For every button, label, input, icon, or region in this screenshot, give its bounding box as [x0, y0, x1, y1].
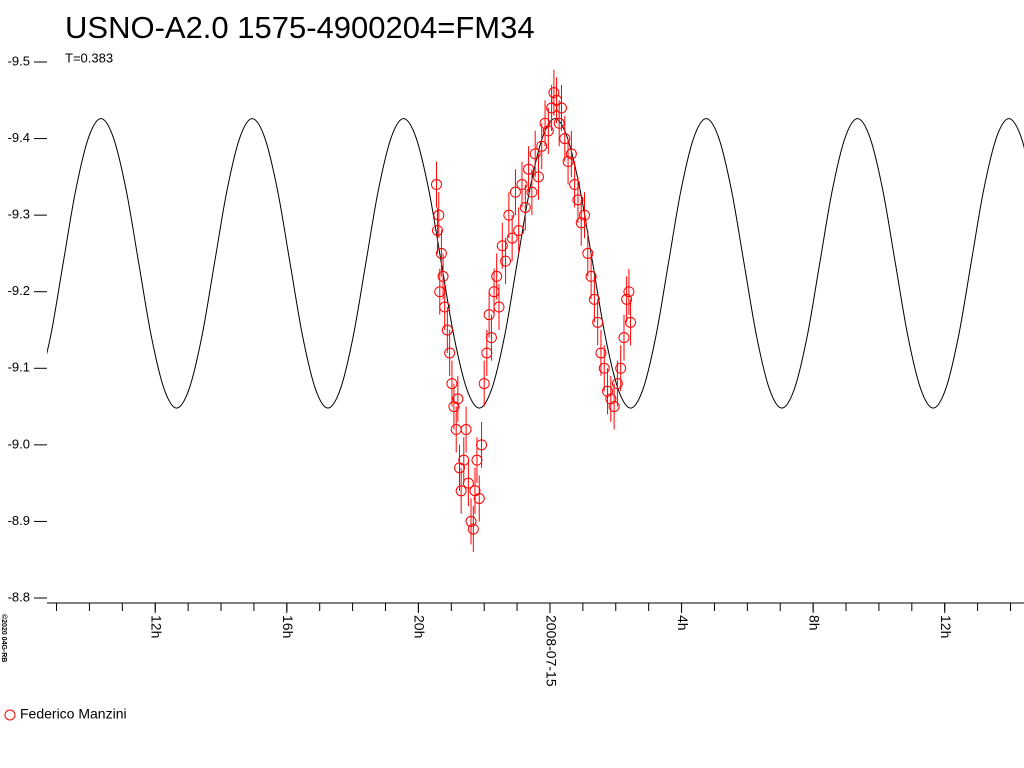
legend-label: Federico Manzini — [20, 706, 127, 722]
data-point — [569, 179, 581, 191]
data-point — [437, 270, 449, 282]
data-point — [523, 163, 535, 175]
data-point — [476, 439, 488, 451]
data-point — [582, 247, 594, 259]
data-point — [478, 378, 490, 390]
data-point — [588, 293, 600, 305]
y-tick-label: -8.9 — [8, 513, 30, 528]
x-tick-label: 4h — [675, 615, 691, 631]
chart-subtitle: T=0.383 — [65, 50, 113, 65]
data-point — [539, 117, 551, 129]
y-tick-label: -9.1 — [8, 360, 30, 375]
data-point — [618, 332, 630, 344]
data-point — [623, 286, 635, 298]
data-point — [446, 378, 458, 390]
data-point — [441, 324, 453, 336]
data-point — [439, 301, 451, 313]
data-point — [444, 347, 456, 359]
data-point — [585, 270, 597, 282]
data-point — [592, 316, 604, 328]
data-point — [491, 270, 503, 282]
data-point — [465, 515, 477, 527]
data-point — [579, 209, 591, 221]
data-point — [608, 401, 620, 413]
data-point — [615, 362, 627, 374]
x-tick-label: 8h — [806, 615, 822, 631]
data-point — [548, 87, 560, 99]
data-point — [519, 201, 531, 213]
data-point — [500, 255, 512, 267]
data-point — [559, 133, 571, 145]
data-point — [598, 362, 610, 374]
data-point — [605, 393, 617, 405]
data-point — [595, 347, 607, 359]
data-point — [493, 301, 505, 313]
x-tick-label: 20h — [412, 615, 428, 638]
data-point — [513, 224, 525, 236]
data-point — [496, 240, 508, 252]
data-point — [542, 125, 554, 137]
x-tick-label: 16h — [280, 615, 296, 638]
data-point — [562, 156, 574, 168]
x-tick-label: 12h — [938, 615, 954, 638]
data-point — [532, 171, 544, 183]
data-point — [467, 523, 479, 535]
x-tick-label: 12h — [149, 615, 165, 638]
data-point — [553, 117, 565, 129]
data-point — [572, 194, 584, 206]
data-point — [473, 492, 485, 504]
data-point — [462, 477, 474, 489]
data-point — [430, 179, 442, 191]
x-tick-label: 2008-07-15 — [543, 615, 559, 687]
data-point — [452, 393, 464, 405]
data-point — [565, 148, 577, 160]
data-point — [509, 186, 521, 198]
data-point — [611, 378, 623, 390]
data-point — [516, 179, 528, 191]
plot-area — [47, 69, 1024, 553]
y-tick-label: -9.3 — [8, 207, 30, 222]
data-point — [526, 186, 538, 198]
data-point — [575, 217, 587, 229]
legend-marker — [4, 709, 16, 721]
y-tick-label: -9.0 — [8, 436, 30, 451]
y-tick-label: -9.5 — [8, 53, 30, 68]
data-point — [529, 148, 541, 160]
data-point — [435, 247, 447, 259]
data-point — [455, 485, 467, 497]
chart-title: USNO-A2.0 1575-4900204=FM34 — [65, 10, 535, 45]
data-point — [625, 316, 637, 328]
data-point — [602, 385, 614, 397]
data-point — [555, 102, 567, 114]
data-point — [503, 209, 515, 221]
data-point — [621, 293, 633, 305]
y-tick-label: -8.8 — [8, 589, 30, 604]
y-tick-label: -9.4 — [8, 130, 30, 145]
data-point — [506, 232, 518, 244]
data-point — [431, 224, 443, 236]
data-point — [433, 209, 445, 221]
data-point — [485, 332, 497, 344]
model-curve — [47, 118, 1024, 409]
copyright: ©2020 04G-RB — [0, 614, 8, 662]
data-point — [460, 424, 472, 436]
y-tick-label: -9.2 — [8, 283, 30, 298]
data-point — [536, 140, 548, 152]
